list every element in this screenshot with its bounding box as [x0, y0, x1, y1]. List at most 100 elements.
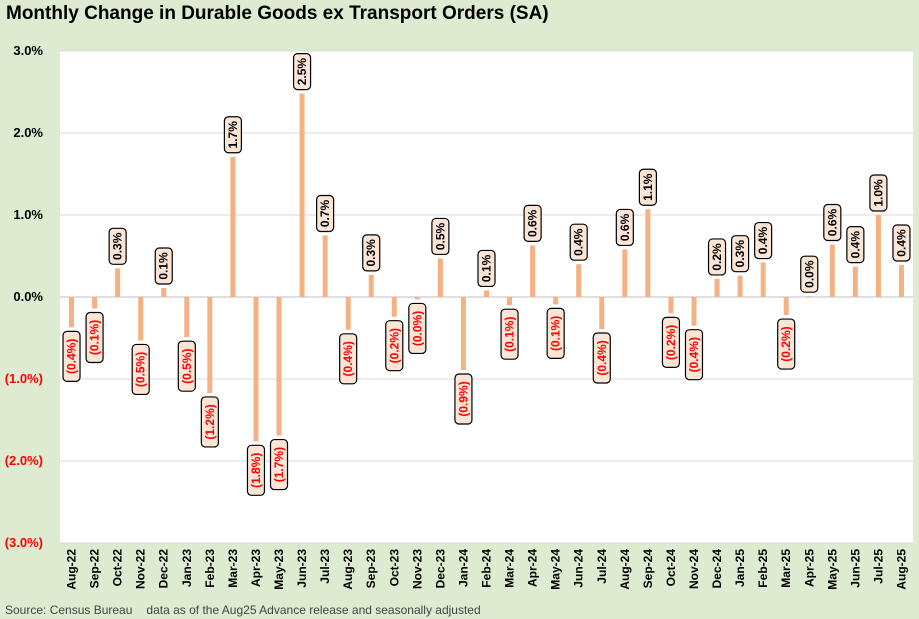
y-tick-label: (3.0%): [5, 535, 43, 550]
data-label-text: 0.3%: [733, 240, 747, 268]
data-label-text: 0.6%: [618, 213, 632, 241]
data-label-box: [269, 438, 289, 491]
y-tick-label: (2.0%): [5, 453, 43, 468]
data-label: 0.6%: [615, 208, 634, 247]
y-tick-label: (1.0%): [5, 371, 43, 386]
data-label-box: [477, 249, 496, 288]
data-label-box: [408, 302, 427, 355]
data-label: (0.1%): [500, 308, 519, 360]
bar: [368, 274, 374, 297]
x-tick-label: Jul-23: [318, 549, 332, 584]
data-label: 0.2%: [707, 238, 727, 276]
data-label-text: 0.5%: [433, 222, 447, 250]
x-tick-label: Nov-24: [687, 549, 701, 589]
x-tick-label: Jan-23: [180, 549, 194, 587]
x-tick-label: Oct-23: [387, 549, 401, 587]
bar: [507, 297, 513, 306]
data-label-text: (0.2%): [779, 326, 793, 361]
data-label: 0.4%: [754, 221, 773, 260]
data-label-box: [638, 168, 657, 206]
footnote-text: data as of the Aug25 Advance release and…: [146, 603, 481, 617]
data-label: 0.6%: [523, 204, 542, 242]
bar: [207, 297, 213, 393]
data-label-box: [569, 223, 588, 261]
bar: [391, 297, 397, 317]
data-label: (0.2%): [777, 318, 796, 370]
data-label-box: [754, 221, 773, 260]
data-label: 0.4%: [892, 224, 911, 262]
x-tick-label: Aug-24: [618, 549, 632, 590]
data-label: 0.4%: [569, 223, 588, 261]
bar: [299, 93, 305, 297]
x-tick-label: Sep-22: [88, 549, 102, 589]
data-label-box: [800, 255, 819, 293]
data-label: 0.4%: [846, 226, 865, 264]
data-label: (0.9%): [454, 373, 473, 425]
x-tick-label: Jul-25: [871, 549, 885, 584]
x-tick-label: Apr-23: [249, 549, 263, 587]
data-label-text: (1.7%): [272, 447, 286, 482]
data-label-box: [615, 208, 634, 247]
bar: [714, 278, 720, 297]
data-label: (0.1%): [85, 311, 104, 364]
bar: [414, 297, 420, 300]
data-label-text: 0.7%: [318, 199, 332, 227]
data-label-box: [523, 204, 542, 242]
data-label-text: (0.9%): [456, 381, 470, 416]
x-tick-label: Apr-25: [802, 549, 816, 587]
x-tick-label: Jun-25: [848, 549, 862, 588]
data-label-box: [154, 247, 173, 285]
bar: [460, 297, 466, 370]
data-label: (1.2%): [200, 396, 219, 448]
x-tick-label: Feb-25: [756, 549, 770, 588]
data-label-text: 0.1%: [157, 252, 171, 280]
y-tick-label: 0.0%: [13, 289, 43, 304]
data-label-box: [292, 53, 312, 91]
data-label-box: [62, 330, 81, 382]
x-tick-label: Aug-25: [894, 549, 908, 590]
data-label-text: 0.4%: [894, 229, 908, 257]
x-tick-label: Nov-22: [134, 549, 148, 589]
data-label-box: [661, 316, 681, 368]
bar: [806, 296, 812, 297]
y-tick-label: 1.0%: [13, 207, 43, 222]
chart-title: Monthly Change in Durable Goods ex Trans…: [6, 3, 549, 24]
bar: [230, 156, 236, 297]
data-label: (0.1%): [546, 307, 565, 359]
data-label-box: [500, 308, 519, 360]
bar: [276, 297, 282, 436]
data-label-box: [454, 373, 473, 425]
data-label-text: 0.0%: [802, 260, 816, 288]
data-label-box: [777, 318, 796, 370]
data-label: (0.4%): [339, 333, 358, 385]
data-label-box: [892, 224, 911, 262]
data-label: 1.1%: [638, 168, 657, 206]
data-label: (1.8%): [246, 444, 266, 496]
bar: [691, 297, 697, 326]
data-label-box: [707, 238, 727, 276]
x-tick-label: Mar-25: [779, 549, 793, 588]
data-label-text: (1.2%): [203, 404, 217, 439]
x-tick-label: Dec-22: [157, 549, 171, 589]
x-tick-label: Aug-22: [65, 549, 79, 590]
x-tick-label: Oct-22: [111, 549, 125, 587]
bar: [645, 209, 651, 297]
data-label-box: [131, 343, 150, 396]
x-tick-label: Nov-23: [410, 549, 424, 589]
data-label-text: (0.4%): [65, 339, 79, 374]
data-label-text: 0.4%: [848, 231, 862, 259]
data-label: 0.7%: [316, 194, 335, 233]
data-label-box: [362, 234, 381, 272]
data-label-text: 1.7%: [226, 121, 240, 149]
bar: [852, 266, 858, 297]
data-label-text: 0.1%: [480, 254, 494, 282]
data-label-text: (0.5%): [180, 349, 194, 384]
data-label: (0.2%): [661, 316, 681, 368]
x-tick-label: Mar-23: [226, 549, 240, 588]
data-label-text: 0.3%: [364, 239, 378, 267]
data-label-text: (0.4%): [595, 340, 609, 375]
source-text: Source: Census Bureau: [5, 603, 133, 617]
data-label-box: [246, 444, 266, 496]
data-label-text: (1.8%): [249, 453, 263, 488]
data-label-box: [200, 396, 219, 448]
